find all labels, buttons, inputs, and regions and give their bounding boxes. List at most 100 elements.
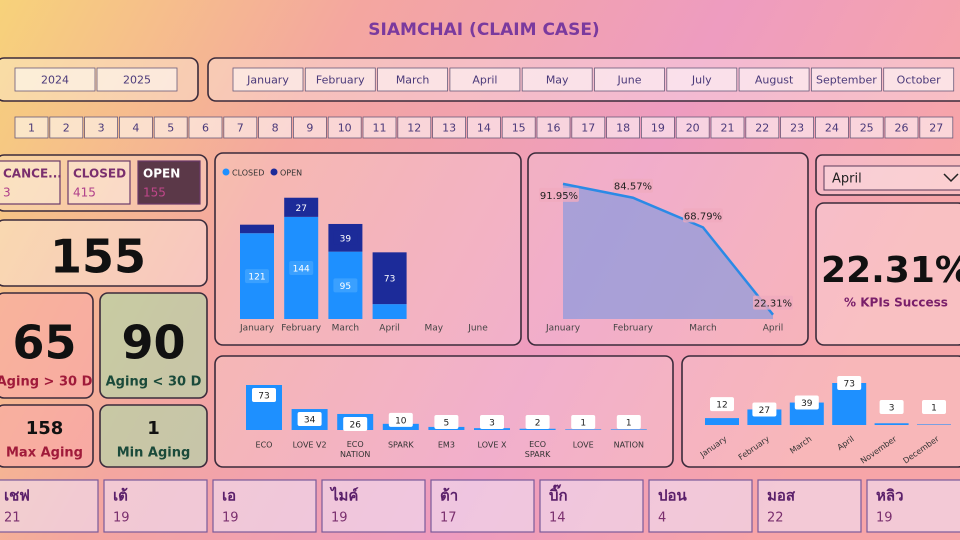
slicer-button[interactable] xyxy=(292,116,327,139)
x-tick-label: March xyxy=(689,324,716,334)
panel xyxy=(214,355,674,468)
x-tick-label: April xyxy=(379,324,400,334)
x-tick-label: February xyxy=(281,324,322,334)
person-value: 19 xyxy=(113,511,130,526)
data-label-bg xyxy=(922,400,946,414)
slicer-label: 27 xyxy=(929,122,943,135)
slicer-button[interactable] xyxy=(521,67,593,92)
slicer-button[interactable] xyxy=(738,67,810,92)
data-label-bg xyxy=(333,230,358,245)
slicer-button[interactable] xyxy=(119,116,153,139)
x-tick-label-text: NATION xyxy=(340,450,370,459)
slicer-button[interactable] xyxy=(84,116,118,139)
data-label: 39 xyxy=(801,399,813,409)
slicer-button[interactable] xyxy=(883,67,955,92)
slicer-button[interactable] xyxy=(327,116,362,139)
x-tick-label: January xyxy=(545,324,581,334)
slicer-button[interactable] xyxy=(811,67,882,92)
slicer-button[interactable] xyxy=(14,67,96,92)
person-card[interactable] xyxy=(212,479,317,533)
slicer-button[interactable] xyxy=(153,116,188,139)
slicer-button[interactable] xyxy=(14,116,49,139)
slicer-button[interactable] xyxy=(536,116,571,139)
person-card[interactable] xyxy=(757,479,862,533)
data-label: 34 xyxy=(304,416,316,426)
person-card[interactable] xyxy=(321,479,426,533)
slicer-label: 3 xyxy=(98,122,105,135)
slicer-button[interactable] xyxy=(223,116,258,139)
person-card[interactable] xyxy=(866,479,960,533)
slicer-button[interactable] xyxy=(258,116,293,139)
panel xyxy=(0,292,94,399)
slicer-button[interactable] xyxy=(606,116,640,139)
x-tick-label: LOVE V2 xyxy=(293,441,327,450)
slicer-button[interactable] xyxy=(362,116,397,139)
x-tick-label: ECO SPARK xyxy=(525,440,551,459)
data-label: 27 xyxy=(759,406,770,416)
x-tick-label: February xyxy=(613,324,654,334)
slicer-label: July xyxy=(691,74,712,87)
slicer-button[interactable] xyxy=(397,116,432,139)
data-label: 27 xyxy=(295,204,306,214)
data-label-bg xyxy=(377,271,402,286)
slicer-button[interactable] xyxy=(675,116,710,139)
slicer-button[interactable] xyxy=(49,116,84,139)
slicer-button[interactable] xyxy=(780,116,814,139)
slicer-label: 8 xyxy=(272,122,279,135)
person-card[interactable] xyxy=(103,479,208,533)
slicer-button[interactable] xyxy=(884,116,919,139)
slicer-button[interactable] xyxy=(432,116,467,139)
dropdown-box[interactable] xyxy=(823,165,960,191)
person-card[interactable] xyxy=(648,479,753,533)
person-card[interactable] xyxy=(0,479,99,533)
data-label: 95 xyxy=(340,282,351,292)
slicer-button[interactable] xyxy=(641,116,675,139)
slicer-button[interactable] xyxy=(710,116,745,139)
bar-segment xyxy=(240,224,274,234)
slicer-button[interactable] xyxy=(466,116,501,139)
slicer-button[interactable] xyxy=(849,116,884,139)
status-label: CANCE... xyxy=(3,167,62,181)
slicer-button[interactable] xyxy=(96,67,178,92)
slicer-label: 10 xyxy=(338,122,352,135)
data-label-bg xyxy=(539,187,579,202)
slicer-button[interactable] xyxy=(666,67,738,92)
aging-label: Max Aging xyxy=(6,446,83,461)
slicer-button[interactable] xyxy=(304,67,376,92)
x-tick-label: EM3 xyxy=(438,441,455,450)
slicer-button[interactable] xyxy=(232,67,304,92)
person-value: 19 xyxy=(876,511,893,526)
aging-label: Min Aging xyxy=(117,446,191,461)
slicer-button[interactable] xyxy=(449,67,521,92)
x-tick-label: LOVE xyxy=(573,441,594,450)
status-label: OPEN xyxy=(143,167,180,181)
kpi-value: 22.31% xyxy=(821,250,960,291)
aging-value: 158 xyxy=(26,418,64,439)
slicer-button[interactable] xyxy=(919,116,954,139)
data-label: 1 xyxy=(580,419,586,429)
slicer-button[interactable] xyxy=(188,116,223,139)
legend-swatch xyxy=(270,168,278,176)
slicer-label: 1 xyxy=(28,122,35,135)
person-value: 19 xyxy=(331,511,348,526)
slicer-button[interactable] xyxy=(815,116,849,139)
person-card[interactable] xyxy=(539,479,644,533)
slicer-button[interactable] xyxy=(594,67,665,92)
slicer-label: 2024 xyxy=(41,74,69,87)
slicer-button[interactable] xyxy=(745,116,780,139)
slicer-label: 26 xyxy=(895,122,909,135)
dropdown[interactable] xyxy=(815,154,960,196)
person-card[interactable] xyxy=(430,479,535,533)
person-name: มอส xyxy=(767,487,796,505)
data-label: 3 xyxy=(889,404,895,414)
data-label-bg xyxy=(683,208,723,223)
data-label-bg xyxy=(752,402,777,417)
slicer-button[interactable] xyxy=(377,67,449,92)
data-label: 3 xyxy=(489,419,495,429)
slicer-button[interactable] xyxy=(571,116,606,139)
slicer-label: 20 xyxy=(686,122,700,135)
data-label-bg xyxy=(525,415,550,429)
legend-label: CLOSED xyxy=(232,169,264,178)
slicer-button[interactable] xyxy=(501,116,536,139)
